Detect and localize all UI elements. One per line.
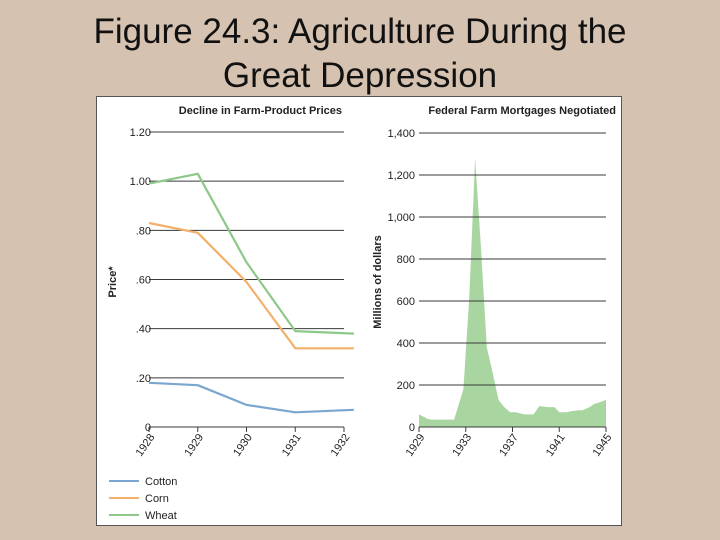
price-y-tick-label: .20 xyxy=(136,373,151,385)
slide-title-line-2: Great Depression xyxy=(222,56,498,95)
price-y-tick-label: .80 xyxy=(136,225,151,237)
figure-svg: Decline in Farm-Product Prices Price* 0.… xyxy=(107,105,616,522)
mortgage-x-tick-label: 1929 xyxy=(404,432,428,459)
price-x-tick-label: 1930 xyxy=(231,432,255,459)
mortgage-y-tick-label: 600 xyxy=(397,296,415,308)
price-x-tick-label: 1931 xyxy=(280,432,304,459)
price-chart-title: Decline in Farm-Product Prices xyxy=(179,105,342,117)
figure-panel: Decline in Farm-Product Prices Price* 0.… xyxy=(96,96,622,526)
mortgage-y-tick-label: 0 xyxy=(409,422,415,434)
mortgage-y-tick-label: 1,000 xyxy=(387,212,415,224)
price-chart-ylabel: Price* xyxy=(107,266,119,298)
legend-label-wheat: Wheat xyxy=(145,510,177,522)
mortgage-y-tick-label: 400 xyxy=(397,338,415,350)
price-y-tick-label: .40 xyxy=(136,324,151,336)
price-y-tick-label: 1.00 xyxy=(130,176,151,188)
mortgage-x-tick-label: 1933 xyxy=(450,432,474,459)
price-x-tick-label: 1928 xyxy=(134,432,158,459)
series-line-cotton xyxy=(148,381,354,414)
mortgage-y-tick-label: 1,200 xyxy=(387,170,415,182)
price-x-tick-label: 1932 xyxy=(329,432,353,459)
mortgage-y-tick-label: 800 xyxy=(397,254,415,266)
mortgage-x-tick-label: 1945 xyxy=(591,432,615,459)
mortgage-area xyxy=(419,158,606,427)
mortgage-chart-ylabel: Millions of dollars xyxy=(372,235,384,329)
price-y-tick-label: 1.20 xyxy=(130,127,151,139)
series-line-corn xyxy=(148,221,354,350)
legend-label-cotton: Cotton xyxy=(145,476,177,488)
mortgage-x-tick-label: 1941 xyxy=(544,432,568,459)
price-y-tick-label: .60 xyxy=(136,275,151,287)
price-chart: Decline in Farm-Product Prices Price* 0.… xyxy=(107,105,354,522)
mortgage-y-tick-label: 200 xyxy=(397,380,415,392)
mortgage-y-tick-label: 1,400 xyxy=(387,128,415,140)
mortgage-chart-title: Federal Farm Mortgages Negotiated xyxy=(428,105,616,117)
series-line-wheat xyxy=(148,172,354,335)
price-y-tick-label: 0 xyxy=(145,422,151,434)
mortgage-chart: Federal Farm Mortgages Negotiated Millio… xyxy=(372,105,616,459)
slide-title-line-1: Figure 24.3: Agriculture During the xyxy=(93,12,627,51)
legend-label-corn: Corn xyxy=(145,493,169,505)
price-x-tick-label: 1929 xyxy=(182,432,206,459)
slide-title: Figure 24.3: Agriculture During the Grea… xyxy=(0,10,720,98)
mortgage-x-tick-label: 1937 xyxy=(497,432,521,459)
